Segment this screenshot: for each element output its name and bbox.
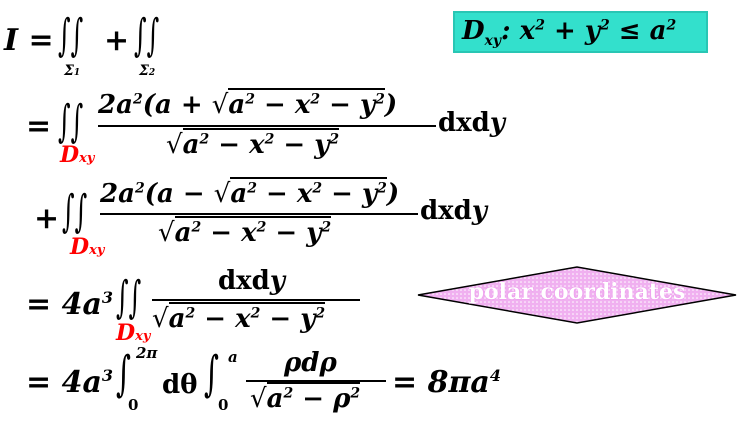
domain-definition: Dxy: x2 + y2 ≤ a2 [462, 16, 677, 49]
line5-denominator: √a2 − ρ2 [250, 382, 361, 414]
line4-denominator: √a2 − x2 − y2 [152, 302, 326, 334]
polar-coordinates-label: polar coordinates [468, 279, 686, 305]
line2-differential: dxdy [438, 108, 505, 138]
line5-dtheta: dθ [162, 370, 198, 400]
line1-sub1: Σ1 [64, 63, 81, 79]
line2-fraction-bar [98, 125, 436, 127]
double-integral-icon: ∫∫ [58, 10, 84, 61]
polar-coordinates-badge [417, 266, 737, 324]
line5-fraction-bar [246, 380, 386, 382]
line5-int1-lower: 0 [128, 396, 139, 414]
integral-icon: ∫ [116, 346, 132, 402]
line1-sub2: Σ2 [139, 63, 156, 79]
line1-lhs: I = [4, 23, 54, 58]
line4-fraction-bar [152, 299, 360, 301]
line4-numerator: dxdy [218, 266, 285, 296]
double-integral-icon: ∫∫ [116, 272, 142, 323]
line2-denominator: √a2 − x2 − y2 [166, 128, 340, 160]
line3-denominator: √a2 − x2 − y2 [158, 216, 332, 248]
line2-eq: = [26, 109, 52, 144]
line3-region: Dxy [70, 234, 105, 260]
double-integral-icon: ∫∫ [62, 186, 88, 237]
line4-region: Dxy [116, 320, 151, 346]
double-integral-icon: ∫∫ [134, 10, 160, 61]
line5-numerator: ρdρ [284, 348, 337, 378]
line5-result: = 8πa4 [392, 365, 501, 400]
line5-int2-lower: 0 [218, 396, 229, 414]
double-integral-icon: ∫∫ [58, 96, 84, 147]
line5-lhs: = 4a3 [26, 365, 114, 400]
integral-icon: ∫ [204, 346, 220, 402]
line4-lhs: = 4a3 [26, 287, 114, 322]
line3-differential: dxdy [420, 196, 487, 226]
domain-box [453, 11, 708, 53]
line3-numerator: 2a2(a − √a2 − x2 − y2) [100, 177, 400, 209]
line5-int2-upper: a [228, 348, 238, 366]
line5-int1-upper: 2π [136, 344, 158, 362]
line2-region: Dxy [60, 142, 95, 168]
line3-fraction-bar [100, 213, 418, 215]
line2-numerator: 2a2(a + √a2 − x2 − y2) [98, 88, 398, 120]
line1-plus: + [104, 23, 130, 58]
line3-plus: + [34, 201, 60, 236]
